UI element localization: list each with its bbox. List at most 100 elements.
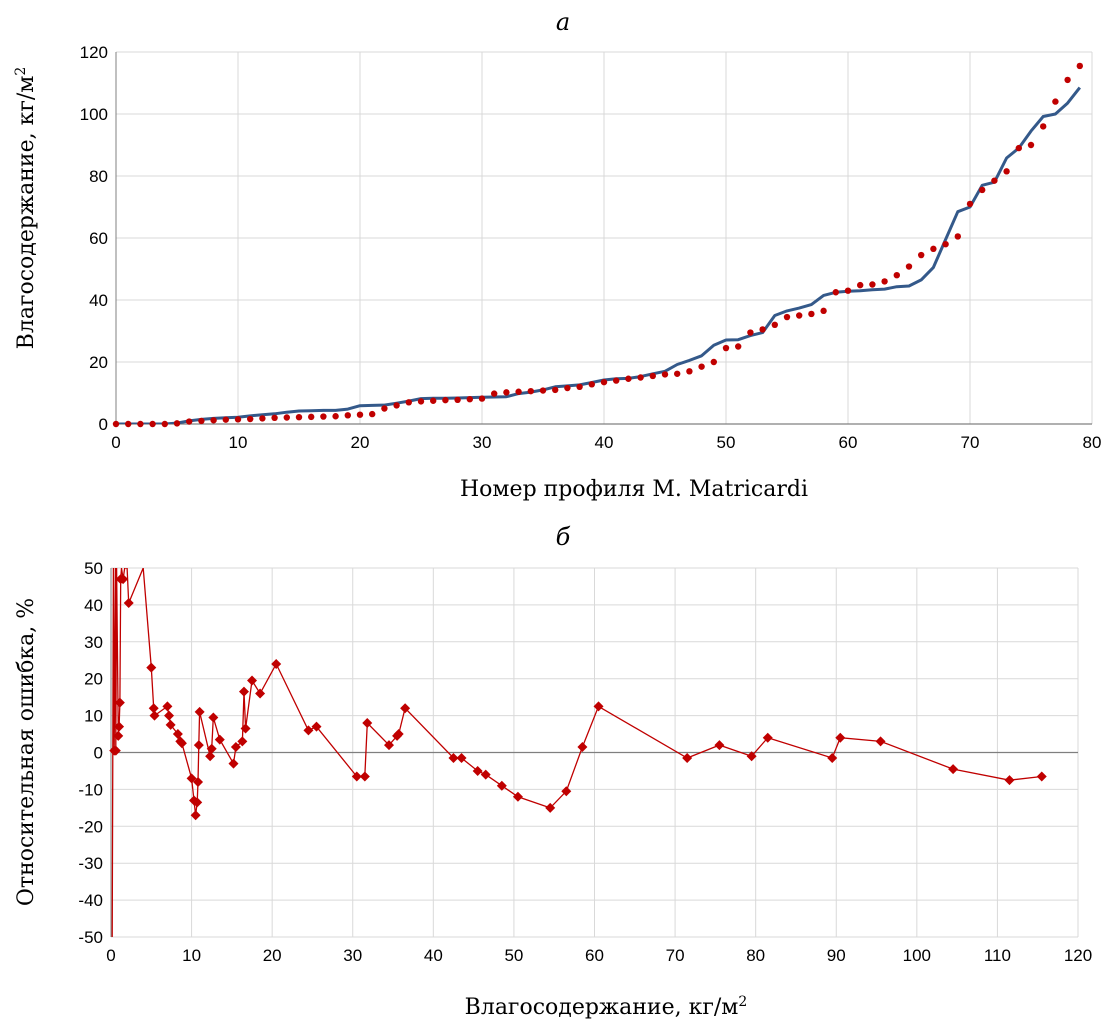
a-data-point bbox=[613, 377, 620, 384]
a-data-point bbox=[1076, 62, 1084, 70]
a-data-point bbox=[1052, 98, 1059, 105]
b-y-tick-label: 30 bbox=[84, 633, 103, 652]
b-data-point bbox=[577, 741, 588, 752]
b-x-tick-label: 100 bbox=[903, 946, 931, 965]
x-axis-title-b-text: Влагосодержание, кг/м bbox=[465, 995, 739, 1020]
a-data-point bbox=[198, 417, 205, 425]
a-y-tick-label: 0 bbox=[99, 415, 108, 434]
a-data-point bbox=[344, 412, 351, 419]
x-axis-title-b: Влагосодержание, кг/м2 bbox=[465, 994, 748, 1020]
a-data-point bbox=[991, 177, 998, 184]
b-x-tick-label: 80 bbox=[746, 946, 765, 965]
a-data-point bbox=[125, 420, 132, 428]
a-data-point bbox=[942, 241, 949, 248]
b-data-point bbox=[948, 764, 959, 775]
b-x-tick-label: 30 bbox=[343, 946, 362, 965]
a-data-point bbox=[979, 186, 986, 194]
b-y-tick-label: -10 bbox=[78, 780, 103, 799]
b-data-point bbox=[545, 802, 556, 813]
a-data-point bbox=[661, 371, 669, 378]
a-data-point bbox=[295, 413, 303, 421]
a-data-point bbox=[417, 398, 425, 405]
a-data-point bbox=[308, 413, 315, 421]
a-y-tick-label: 100 bbox=[80, 105, 108, 124]
a-data-point bbox=[442, 396, 449, 404]
panel-label-b: б bbox=[556, 523, 571, 551]
b-data-point bbox=[162, 701, 173, 712]
a-data-point bbox=[832, 289, 839, 296]
a-data-point bbox=[857, 281, 864, 289]
b-data-point bbox=[561, 786, 572, 797]
x-axis-title-a: Номер профиля M. Matricardi bbox=[460, 477, 808, 502]
a-data-point bbox=[356, 411, 364, 418]
a-data-point bbox=[1003, 168, 1010, 175]
b-data-point bbox=[875, 736, 886, 747]
b-data-point bbox=[835, 732, 846, 743]
a-x-tick-label: 60 bbox=[839, 433, 858, 452]
a-data-point bbox=[844, 287, 852, 294]
b-data-point bbox=[682, 753, 693, 764]
a-data-point bbox=[930, 245, 937, 253]
a-series-line bbox=[116, 86, 1081, 424]
b-data-point bbox=[593, 701, 604, 712]
b-data-point bbox=[496, 780, 507, 791]
a-data-point bbox=[869, 281, 876, 288]
a-data-point bbox=[515, 388, 522, 395]
a-data-point bbox=[271, 414, 278, 421]
a-data-point bbox=[966, 200, 974, 208]
a-data-point bbox=[747, 329, 754, 336]
b-data-point bbox=[238, 686, 249, 697]
panel-label-a: а bbox=[556, 8, 570, 36]
a-data-point bbox=[686, 368, 693, 375]
b-y-tick-label: -50 bbox=[78, 928, 103, 947]
x-axis-title-b-sup: 2 bbox=[738, 994, 747, 1010]
b-data-point bbox=[762, 732, 773, 743]
a-data-point bbox=[186, 418, 193, 425]
a-data-point bbox=[527, 387, 534, 395]
b-data-point bbox=[110, 745, 121, 756]
b-data-point bbox=[113, 730, 124, 741]
y-axis-title-b: Относительная ошибка, % bbox=[14, 598, 39, 906]
b-data-point bbox=[384, 740, 395, 751]
b-data-point bbox=[255, 688, 266, 699]
b-y-tick-label: -30 bbox=[78, 854, 103, 873]
b-data-point bbox=[1004, 775, 1015, 786]
a-x-tick-label: 80 bbox=[1083, 433, 1102, 452]
b-data-point bbox=[359, 771, 370, 782]
b-data-point bbox=[214, 734, 225, 745]
y-axis-title-a-text: Влагосодержание, кг/м bbox=[14, 76, 39, 350]
b-x-tick-label: 40 bbox=[424, 946, 443, 965]
a-x-tick-label: 20 bbox=[351, 433, 370, 452]
a-data-point bbox=[430, 397, 437, 404]
y-tick-labels-b: -50 -40 -30 -20 -10 0 10 20 30 40 50 bbox=[78, 559, 103, 947]
b-y-tick-label: 0 bbox=[94, 744, 103, 763]
b-data-point bbox=[176, 738, 187, 749]
b-data-point bbox=[303, 725, 314, 736]
b-data-point bbox=[146, 662, 157, 673]
a-data-point bbox=[320, 413, 327, 420]
a-x-tick-label: 50 bbox=[717, 433, 736, 452]
a-data-point bbox=[234, 416, 242, 423]
a-data-point bbox=[808, 310, 815, 318]
a-data-point bbox=[759, 326, 766, 333]
a-data-point bbox=[1027, 141, 1035, 149]
a-data-point bbox=[503, 389, 510, 396]
b-y-tick-label: -40 bbox=[78, 891, 103, 910]
b-x-tick-label: 120 bbox=[1064, 946, 1092, 965]
a-data-point bbox=[1015, 144, 1022, 152]
b-y-tick-label: 20 bbox=[84, 670, 103, 689]
a-data-point bbox=[149, 420, 156, 428]
a-y-tick-label: 80 bbox=[89, 167, 108, 186]
a-data-point bbox=[771, 321, 778, 328]
a-data-point bbox=[332, 413, 339, 420]
a-data-point bbox=[112, 420, 120, 428]
b-data-point bbox=[237, 736, 248, 747]
a-data-point bbox=[576, 383, 583, 390]
b-data-point bbox=[827, 753, 838, 764]
grid-b bbox=[110, 567, 1079, 938]
b-data-point bbox=[1036, 771, 1047, 782]
b-x-tick-label: 110 bbox=[984, 946, 1011, 965]
a-x-tick-label: 30 bbox=[473, 433, 492, 452]
b-data-point bbox=[456, 753, 467, 764]
